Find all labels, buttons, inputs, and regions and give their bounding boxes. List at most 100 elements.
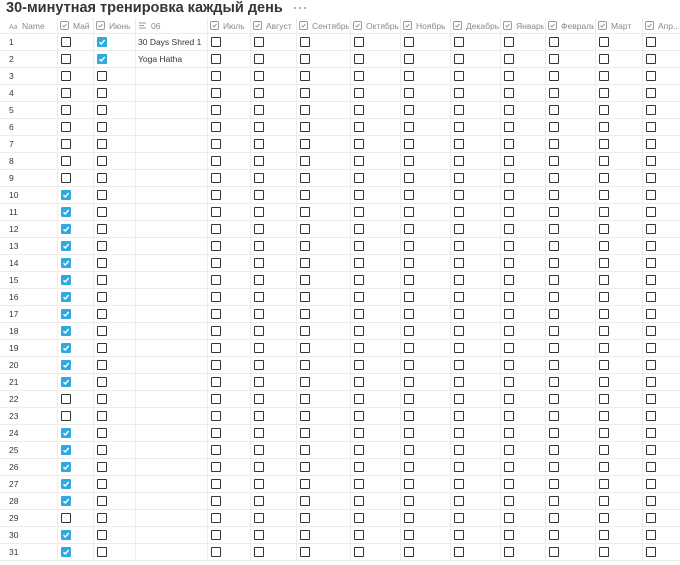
checkbox[interactable] bbox=[254, 495, 264, 506]
checkbox[interactable] bbox=[300, 393, 310, 404]
row-name[interactable]: 22 bbox=[9, 393, 19, 404]
checkbox[interactable] bbox=[454, 257, 464, 268]
checkbox[interactable] bbox=[211, 393, 221, 404]
checkbox[interactable] bbox=[97, 359, 107, 370]
checkbox[interactable] bbox=[549, 393, 559, 404]
checkbox[interactable] bbox=[646, 257, 656, 268]
checkbox[interactable] bbox=[404, 308, 414, 319]
checkbox[interactable] bbox=[404, 291, 414, 302]
checkbox[interactable] bbox=[404, 36, 414, 47]
checkbox[interactable] bbox=[61, 444, 71, 455]
checkbox[interactable] bbox=[599, 291, 609, 302]
checkbox[interactable] bbox=[61, 155, 71, 166]
checkbox[interactable] bbox=[61, 410, 71, 421]
checkbox[interactable] bbox=[97, 206, 107, 217]
checkbox[interactable] bbox=[254, 36, 264, 47]
checkbox[interactable] bbox=[646, 53, 656, 64]
checkbox[interactable] bbox=[454, 393, 464, 404]
checkbox[interactable] bbox=[504, 240, 514, 251]
checkbox[interactable] bbox=[300, 478, 310, 489]
checkbox[interactable] bbox=[646, 104, 656, 115]
checkbox[interactable] bbox=[61, 53, 71, 64]
checkbox[interactable] bbox=[61, 376, 71, 387]
checkbox[interactable] bbox=[549, 70, 559, 81]
checkbox[interactable] bbox=[599, 36, 609, 47]
row-name[interactable]: 23 bbox=[9, 410, 19, 421]
checkbox[interactable] bbox=[599, 512, 609, 523]
checkbox[interactable] bbox=[300, 376, 310, 387]
checkbox[interactable] bbox=[254, 240, 264, 251]
checkbox[interactable] bbox=[404, 529, 414, 540]
checkbox[interactable] bbox=[599, 427, 609, 438]
checkbox[interactable] bbox=[354, 546, 364, 557]
checkbox[interactable] bbox=[97, 546, 107, 557]
checkbox[interactable] bbox=[646, 512, 656, 523]
checkbox[interactable] bbox=[404, 87, 414, 98]
checkbox[interactable] bbox=[646, 308, 656, 319]
checkbox[interactable] bbox=[300, 155, 310, 166]
checkbox[interactable] bbox=[454, 495, 464, 506]
row-name[interactable]: 30 bbox=[9, 529, 19, 540]
checkbox[interactable] bbox=[61, 138, 71, 149]
row-name[interactable]: 4 bbox=[9, 87, 14, 98]
checkbox[interactable] bbox=[300, 36, 310, 47]
checkbox[interactable] bbox=[354, 342, 364, 353]
checkbox[interactable] bbox=[354, 206, 364, 217]
checkbox[interactable] bbox=[599, 155, 609, 166]
text-cell[interactable]: Yoga Hatha bbox=[138, 53, 183, 64]
checkbox[interactable] bbox=[61, 359, 71, 370]
checkbox[interactable] bbox=[300, 444, 310, 455]
checkbox[interactable] bbox=[97, 138, 107, 149]
checkbox[interactable] bbox=[354, 512, 364, 523]
checkbox[interactable] bbox=[454, 359, 464, 370]
checkbox[interactable] bbox=[404, 257, 414, 268]
checkbox[interactable] bbox=[646, 36, 656, 47]
checkbox[interactable] bbox=[646, 291, 656, 302]
checkbox[interactable] bbox=[354, 495, 364, 506]
more-icon[interactable] bbox=[293, 5, 307, 11]
checkbox[interactable] bbox=[504, 36, 514, 47]
checkbox[interactable] bbox=[404, 342, 414, 353]
checkbox[interactable] bbox=[211, 70, 221, 81]
checkbox[interactable] bbox=[504, 189, 514, 200]
checkbox[interactable] bbox=[354, 138, 364, 149]
text-cell[interactable]: 30 Days Shred 1 bbox=[138, 36, 202, 47]
checkbox[interactable] bbox=[549, 461, 559, 472]
checkbox[interactable] bbox=[300, 512, 310, 523]
checkbox[interactable] bbox=[354, 172, 364, 183]
checkbox[interactable] bbox=[646, 121, 656, 132]
checkbox[interactable] bbox=[454, 240, 464, 251]
checkbox[interactable] bbox=[211, 36, 221, 47]
checkbox[interactable] bbox=[454, 87, 464, 98]
checkbox[interactable] bbox=[504, 308, 514, 319]
checkbox[interactable] bbox=[354, 291, 364, 302]
checkbox[interactable] bbox=[61, 121, 71, 132]
checkbox[interactable] bbox=[211, 444, 221, 455]
checkbox[interactable] bbox=[599, 393, 609, 404]
checkbox[interactable] bbox=[254, 189, 264, 200]
checkbox[interactable] bbox=[404, 410, 414, 421]
checkbox[interactable] bbox=[354, 427, 364, 438]
checkbox[interactable] bbox=[211, 206, 221, 217]
checkbox[interactable] bbox=[97, 274, 107, 285]
checkbox[interactable] bbox=[454, 410, 464, 421]
checkbox[interactable] bbox=[211, 274, 221, 285]
checkbox[interactable] bbox=[599, 104, 609, 115]
checkbox[interactable] bbox=[354, 393, 364, 404]
checkbox[interactable] bbox=[300, 308, 310, 319]
checkbox[interactable] bbox=[254, 427, 264, 438]
checkbox[interactable] bbox=[254, 393, 264, 404]
row-name[interactable]: 28 bbox=[9, 495, 19, 506]
checkbox[interactable] bbox=[404, 138, 414, 149]
checkbox[interactable] bbox=[454, 189, 464, 200]
checkbox[interactable] bbox=[61, 240, 71, 251]
row-name[interactable]: 24 bbox=[9, 427, 19, 438]
checkbox[interactable] bbox=[254, 342, 264, 353]
checkbox[interactable] bbox=[300, 325, 310, 336]
checkbox[interactable] bbox=[454, 427, 464, 438]
checkbox[interactable] bbox=[504, 461, 514, 472]
row-name[interactable]: 2 bbox=[9, 53, 14, 64]
checkbox[interactable] bbox=[61, 512, 71, 523]
checkbox[interactable] bbox=[504, 495, 514, 506]
checkbox[interactable] bbox=[211, 257, 221, 268]
